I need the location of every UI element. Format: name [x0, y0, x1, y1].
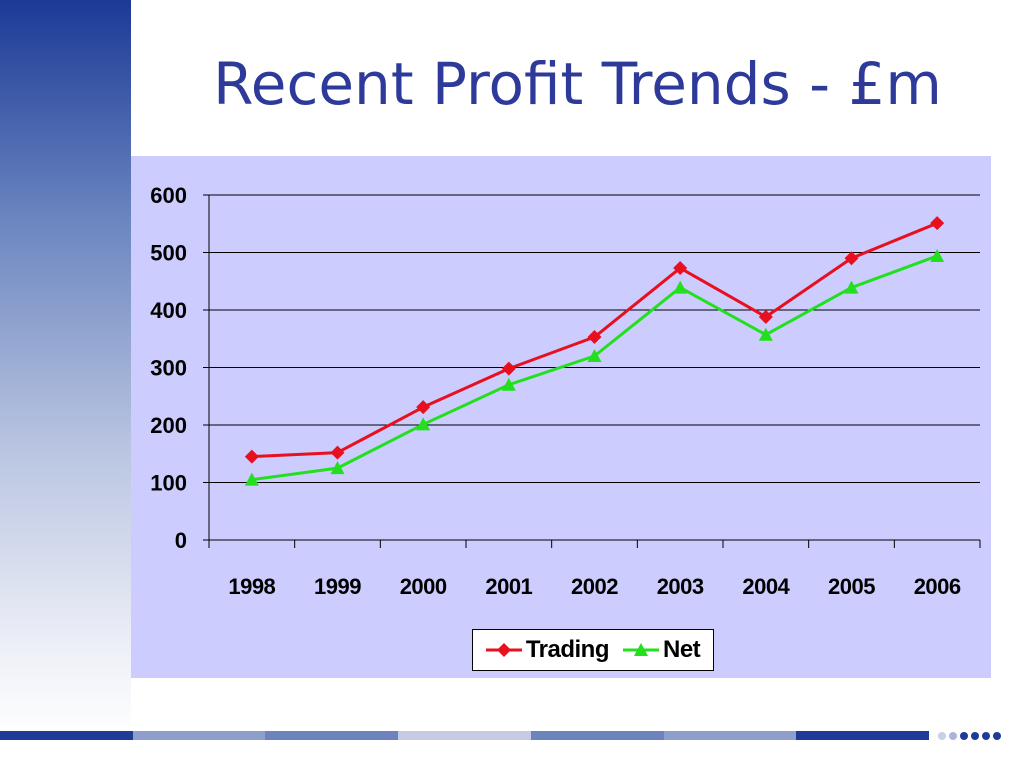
data-point-trading	[844, 251, 859, 266]
decorative-dot	[949, 732, 957, 740]
decorative-dot	[993, 732, 1001, 740]
data-point-net	[416, 417, 431, 431]
y-tick-label: 200	[150, 413, 187, 438]
bottom-stripe-segment	[530, 731, 664, 740]
data-point-trading	[673, 261, 688, 276]
data-point-trading	[330, 445, 345, 460]
bottom-stripe-segment	[398, 731, 531, 740]
decorative-dot	[971, 732, 979, 740]
x-tick-label: 2002	[571, 574, 618, 599]
data-point-trading	[930, 216, 945, 231]
side-gradient-bar	[0, 0, 131, 738]
data-point-trading	[501, 361, 516, 376]
y-tick-label: 500	[150, 241, 187, 266]
x-tick-label: 2000	[400, 574, 447, 599]
legend-label-net: Net	[663, 636, 701, 663]
x-tick-label: 2005	[828, 574, 875, 599]
bottom-stripe-segment	[265, 731, 399, 740]
y-tick-label: 0	[175, 528, 187, 553]
data-point-trading	[416, 400, 431, 415]
data-point-net	[587, 349, 602, 362]
legend-symbol-trading	[485, 643, 522, 657]
data-point-trading	[758, 309, 773, 324]
bottom-stripe-segment	[663, 731, 797, 740]
x-tick-label: 2004	[742, 574, 790, 599]
data-point-net	[330, 461, 345, 475]
data-point-net	[758, 327, 773, 341]
y-tick-label: 400	[150, 298, 187, 323]
line-chart: 0 100 200 300 400 500 600 1998 1999 2000 2001 2002 2…	[150, 183, 981, 599]
decorative-dots	[938, 731, 1001, 741]
legend-label-trading: Trading	[525, 636, 610, 663]
x-tick-label: 1999	[314, 574, 361, 599]
decorative-dot	[938, 732, 946, 740]
legend-item-trading: Trading	[485, 636, 610, 664]
x-tick-label: 2003	[657, 574, 704, 599]
decorative-dot	[982, 732, 990, 740]
x-tick-label: 2006	[914, 574, 961, 599]
data-point-net	[673, 280, 688, 294]
data-point-net	[844, 280, 859, 294]
data-point-trading	[244, 449, 259, 464]
bottom-stripe	[0, 731, 930, 740]
data-point-net	[501, 377, 516, 391]
slide-title: Recent Profit Trends - £m	[213, 50, 942, 118]
data-point-trading	[587, 330, 602, 345]
legend-item-net: Net	[623, 636, 701, 664]
y-tick-label: 300	[150, 356, 187, 381]
bottom-stripe-segment	[0, 731, 133, 740]
chart-panel: 0 100 200 300 400 500 600 1998 1999 2000 2001 2002 2…	[131, 156, 991, 678]
legend-symbol-net	[623, 643, 659, 656]
bottom-stripe-segment	[796, 731, 930, 740]
x-tick-label: 1998	[228, 574, 275, 599]
data-point-net	[930, 248, 945, 262]
chart-legend: Trading Net	[472, 629, 714, 671]
y-tick-label: 600	[150, 183, 187, 208]
x-tick-label: 2001	[485, 574, 532, 599]
bottom-stripe-segment	[132, 731, 266, 740]
y-tick-label: 100	[150, 471, 187, 496]
decorative-dot	[960, 732, 968, 740]
data-point-net	[244, 472, 259, 486]
